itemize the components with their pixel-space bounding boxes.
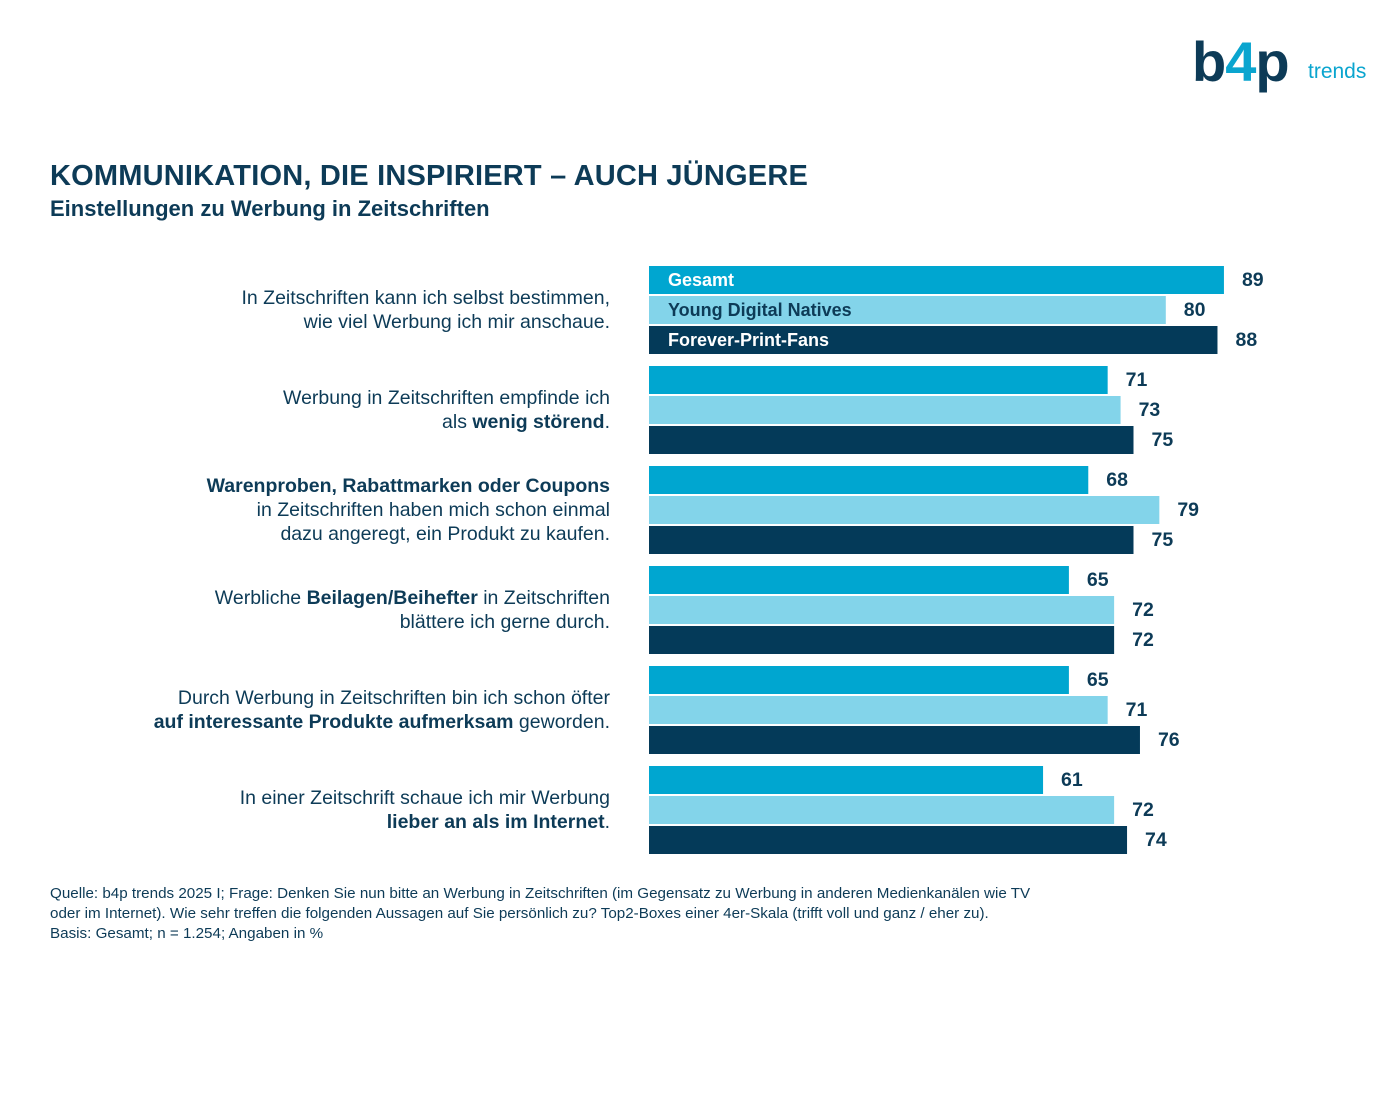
value-label: 65 bbox=[1087, 669, 1109, 691]
question-line: In einer Zeitschrift schaue ich mir Werb… bbox=[10, 786, 610, 810]
value-label: 73 bbox=[1139, 399, 1161, 421]
bar-gesamt-3 bbox=[649, 466, 1089, 494]
value-label: 61 bbox=[1061, 769, 1083, 791]
bar-chart: 89 Gesamt 80 Young Digital Natives 88 Forever… bbox=[649, 266, 1264, 854]
question-line: als wenig störend. bbox=[10, 410, 610, 434]
bar-forever-print-fans-6 bbox=[649, 826, 1128, 854]
question-text-bold: Beilagen/Beihefter bbox=[306, 587, 478, 609]
legend-entry: Young Digital Natives bbox=[668, 300, 852, 320]
question-line: lieber an als im Internet. bbox=[10, 810, 610, 834]
logo-wordmark: b4p bbox=[1192, 30, 1290, 93]
bar-forever-print-fans-2 bbox=[649, 426, 1134, 454]
bar-young-digital-natives-2 bbox=[649, 396, 1121, 424]
question-text-bold: auf interessante Produkte aufmerksam bbox=[153, 711, 514, 733]
bar-young-digital-natives-6 bbox=[649, 796, 1115, 824]
bar-gesamt-4 bbox=[649, 566, 1069, 594]
question-line: Werbung in Zeitschriften empfinde ich bbox=[10, 386, 610, 410]
value-label: 74 bbox=[1145, 829, 1167, 851]
question-line: Werbliche Beilagen/Beihefter in Zeitschr… bbox=[10, 586, 610, 610]
value-label: 79 bbox=[1177, 499, 1199, 521]
question-text-bold: lieber an als im Internet bbox=[386, 811, 605, 833]
question-label: Warenproben, Rabattmarken oder Coupons in… bbox=[10, 474, 610, 546]
question-text: In einer Zeitschrift schaue ich mir Werb… bbox=[239, 787, 610, 809]
legend-entry: Forever-Print-Fans bbox=[668, 330, 829, 350]
bar-gesamt-6 bbox=[649, 766, 1044, 794]
question-line: auf interessante Produkte aufmerksam gew… bbox=[10, 710, 610, 734]
question-label: In Zeitschriften kann ich selbst bestimm… bbox=[10, 286, 611, 334]
value-label: 71 bbox=[1126, 699, 1148, 721]
question-text: . bbox=[604, 811, 610, 833]
value-label: 71 bbox=[1126, 369, 1148, 391]
question-text: In Zeitschriften kann ich selbst bestimm… bbox=[241, 287, 611, 309]
question-line: in Zeitschriften haben mich schon einmal bbox=[10, 498, 610, 522]
question-text: als bbox=[442, 411, 473, 433]
bar-young-digital-natives-3 bbox=[649, 496, 1160, 524]
question-line: wie viel Werbung ich mir anschaue. bbox=[10, 310, 610, 334]
question-text: in Zeitschriften bbox=[477, 587, 610, 609]
value-label: 68 bbox=[1106, 469, 1128, 491]
question-text: geworden. bbox=[513, 711, 610, 733]
bar-forever-print-fans-3 bbox=[649, 526, 1134, 554]
page-title: KOMMUNIKATION, DIE INSPIRIERT – AUCH JÜN… bbox=[50, 160, 809, 192]
question-line: Warenproben, Rabattmarken oder Coupons bbox=[10, 474, 610, 498]
page-subtitle: Einstellungen zu Werbung in Zeitschrifte… bbox=[50, 196, 490, 221]
question-text: . bbox=[604, 411, 610, 433]
question-text: blättere ich gerne durch. bbox=[399, 611, 610, 633]
bar-gesamt-1 bbox=[649, 266, 1224, 294]
bar-gesamt-2 bbox=[649, 366, 1108, 394]
question-text: dazu angeregt, ein Produkt zu kaufen. bbox=[280, 523, 610, 545]
footnote-line: Quelle: b4p trends 2025 I; Frage: Denken… bbox=[50, 885, 1031, 902]
bar-young-digital-natives-1 bbox=[649, 296, 1166, 324]
question-text: in Zeitschriften haben mich schon einmal bbox=[256, 499, 610, 521]
question-text: Werbung in Zeitschriften empfinde ich bbox=[283, 387, 610, 409]
value-label: 72 bbox=[1132, 629, 1154, 651]
bar-gesamt-5 bbox=[649, 666, 1069, 694]
logo-suffix: trends bbox=[1308, 60, 1367, 83]
value-label: 89 bbox=[1242, 269, 1264, 291]
value-label: 72 bbox=[1132, 799, 1154, 821]
question-line: Durch Werbung in Zeitschriften bin ich s… bbox=[10, 686, 610, 710]
bar-forever-print-fans-4 bbox=[649, 626, 1115, 654]
b4p-trends-logo: b4p trends bbox=[1192, 34, 1382, 100]
bar-young-digital-natives-5 bbox=[649, 696, 1108, 724]
question-text-bold: wenig störend bbox=[472, 411, 605, 433]
question-text: Durch Werbung in Zeitschriften bin ich s… bbox=[177, 687, 610, 709]
footnote-line: Basis: Gesamt; n = 1.254; Angaben in % bbox=[50, 925, 324, 942]
bar-forever-print-fans-1 bbox=[649, 326, 1218, 354]
value-label: 75 bbox=[1152, 529, 1174, 551]
value-label: 88 bbox=[1235, 329, 1257, 351]
bar-young-digital-natives-4 bbox=[649, 596, 1115, 624]
footnote-line: oder im Internet). Wie sehr treffen die … bbox=[50, 905, 989, 922]
question-text: Werbliche bbox=[214, 587, 307, 609]
question-label: Durch Werbung in Zeitschriften bin ich s… bbox=[10, 686, 610, 734]
question-line: dazu angeregt, ein Produkt zu kaufen. bbox=[10, 522, 610, 546]
question-line: In Zeitschriften kann ich selbst bestimm… bbox=[10, 286, 611, 310]
value-label: 75 bbox=[1152, 429, 1174, 451]
question-label: Werbung in Zeitschriften empfinde ich als… bbox=[10, 386, 610, 434]
legend-entry: Gesamt bbox=[668, 270, 734, 290]
question-text-bold: Warenproben, Rabattmarken oder Coupons bbox=[206, 475, 610, 497]
question-label: In einer Zeitschrift schaue ich mir Werb… bbox=[10, 786, 610, 834]
question-label: Werbliche Beilagen/Beihefter in Zeitschr… bbox=[10, 586, 610, 634]
question-line: blättere ich gerne durch. bbox=[10, 610, 610, 634]
value-label: 72 bbox=[1132, 599, 1154, 621]
bar-forever-print-fans-5 bbox=[649, 726, 1140, 754]
value-label: 76 bbox=[1158, 729, 1180, 751]
value-label: 65 bbox=[1087, 569, 1109, 591]
question-text: wie viel Werbung ich mir anschaue. bbox=[303, 311, 610, 333]
value-label: 80 bbox=[1184, 299, 1206, 321]
source-footnote: Quelle: b4p trends 2025 I; Frage: Denken… bbox=[50, 884, 1340, 944]
